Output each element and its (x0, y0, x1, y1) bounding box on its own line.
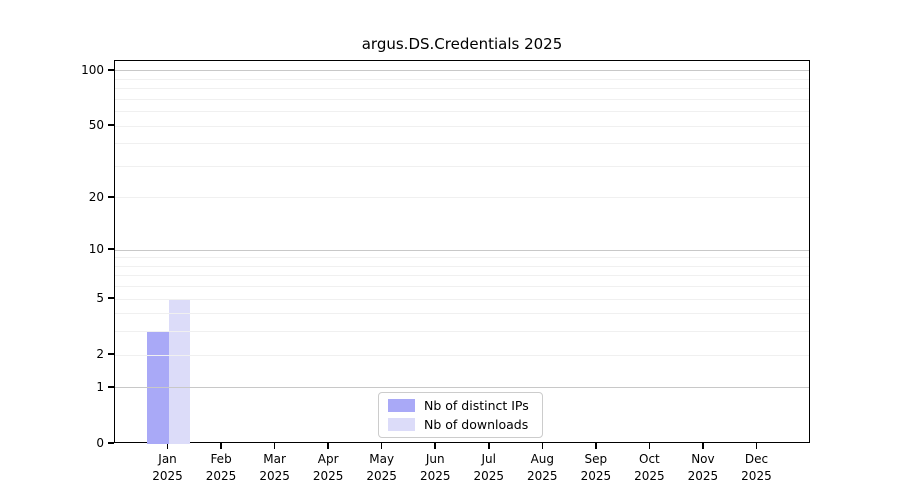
minor-gridline (115, 125, 809, 127)
x-tick-label: Jul 2025 (459, 451, 519, 485)
y-tick-mark (108, 297, 114, 299)
x-tick-mark (487, 443, 490, 449)
minor-gridline (115, 143, 809, 145)
x-tick-month: Jul (481, 452, 496, 466)
x-tick-label: May 2025 (352, 451, 412, 485)
plot-area (114, 60, 810, 444)
x-tick-label: Jun 2025 (405, 451, 465, 485)
minor-gridline (115, 98, 809, 100)
minor-gridline (115, 88, 809, 90)
x-tick-mark (220, 443, 222, 449)
y-tick-label: 5 (96, 291, 104, 306)
x-tick-label: Jan 2025 (138, 451, 198, 485)
x-tick-year: 2025 (366, 469, 397, 483)
x-tick-label: Oct 2025 (619, 451, 679, 485)
x-tick-month: Mar (263, 452, 286, 466)
x-tick-year: 2025 (634, 469, 665, 483)
x-tick-year: 2025 (312, 469, 344, 483)
y-tick-label: 20 (88, 189, 104, 204)
y-tick-label: 100 (81, 62, 104, 77)
x-tick-year: 2025 (419, 469, 451, 483)
x-tick-label: Mar 2025 (245, 451, 305, 485)
y-tick-mark (108, 442, 114, 444)
grid-layer (115, 61, 809, 442)
x-tick-month: Feb (210, 452, 232, 466)
x-tick-mark (648, 443, 651, 449)
y-tick-label: 0 (96, 436, 104, 450)
x-tick-month: Oct (639, 452, 660, 466)
x-tick-label: Dec 2025 (726, 451, 786, 485)
x-tick-month: Jan (158, 452, 177, 466)
minor-gridline (115, 257, 809, 259)
x-tick-label: Apr 2025 (298, 451, 358, 485)
legend: Nb of distinct IPs Nb of downloads (378, 392, 543, 438)
y-tick-mark (108, 386, 114, 388)
x-tick-year: 2025 (259, 469, 290, 483)
minor-gridline (115, 286, 809, 288)
legend-label-distinct-ips: Nb of distinct IPs (424, 398, 529, 414)
x-tick-month: May (369, 452, 395, 466)
minor-gridline (115, 197, 809, 199)
legend-item-downloads: Nb of downloads (388, 417, 536, 432)
x-tick-mark (595, 443, 597, 449)
minor-gridline (115, 298, 809, 300)
y-tick-mark (108, 68, 114, 71)
x-tick-mark (541, 443, 544, 449)
y-tick-label: 10 (88, 242, 104, 257)
x-tick-year: 2025 (580, 469, 612, 483)
x-tick-month: Nov (691, 452, 715, 466)
y-tick-label: 1 (96, 379, 104, 394)
x-tick-mark (755, 443, 758, 449)
x-tick-mark (273, 443, 276, 449)
minor-gridline (115, 265, 809, 267)
x-tick-label: Sep 2025 (566, 451, 626, 485)
x-tick-mark (702, 443, 704, 449)
legend-item-distinct-ips: Nb of distinct IPs (388, 398, 536, 413)
x-tick-year: 2025 (741, 469, 772, 483)
x-tick-mark (166, 443, 169, 449)
x-tick-month: Apr (317, 452, 339, 466)
x-tick-mark (327, 443, 329, 449)
y-tick-label: 2 (96, 347, 104, 362)
legend-label-downloads: Nb of downloads (424, 416, 529, 432)
bar-downloads (168, 299, 190, 444)
x-tick-year: 2025 (527, 469, 558, 483)
minor-gridline (115, 354, 809, 356)
x-tick-label: Feb 2025 (191, 451, 251, 485)
y-tick-mark (108, 124, 114, 126)
major-gridline (115, 70, 809, 72)
x-tick-year: 2025 (687, 469, 719, 483)
x-tick-month: Dec (744, 452, 769, 466)
x-tick-label: Aug 2025 (512, 451, 572, 485)
y-tick-mark (108, 248, 114, 250)
x-tick-month: Aug (530, 452, 555, 466)
minor-gridline (115, 331, 809, 333)
major-gridline (115, 387, 809, 389)
x-tick-label: Nov 2025 (673, 451, 733, 485)
legend-swatch-downloads (388, 417, 415, 431)
minor-gridline (115, 78, 809, 80)
minor-gridline (115, 275, 809, 277)
chart-title: argus.DS.Credentials 2025 (361, 35, 563, 53)
x-tick-mark (380, 443, 383, 449)
x-tick-month: Sep (584, 452, 608, 466)
major-gridline (115, 249, 809, 251)
x-tick-year: 2025 (473, 469, 505, 483)
y-tick-mark (108, 353, 114, 355)
y-tick-mark (108, 196, 114, 198)
minor-gridline (115, 111, 809, 113)
x-tick-month: Jun (425, 452, 445, 466)
legend-swatch-distinct-ips (388, 399, 415, 413)
minor-gridline (115, 313, 809, 315)
x-tick-year: 2025 (152, 469, 183, 483)
minor-gridline (115, 165, 809, 167)
y-tick-label: 50 (88, 118, 104, 133)
x-tick-mark (434, 443, 437, 449)
x-tick-year: 2025 (205, 469, 237, 483)
